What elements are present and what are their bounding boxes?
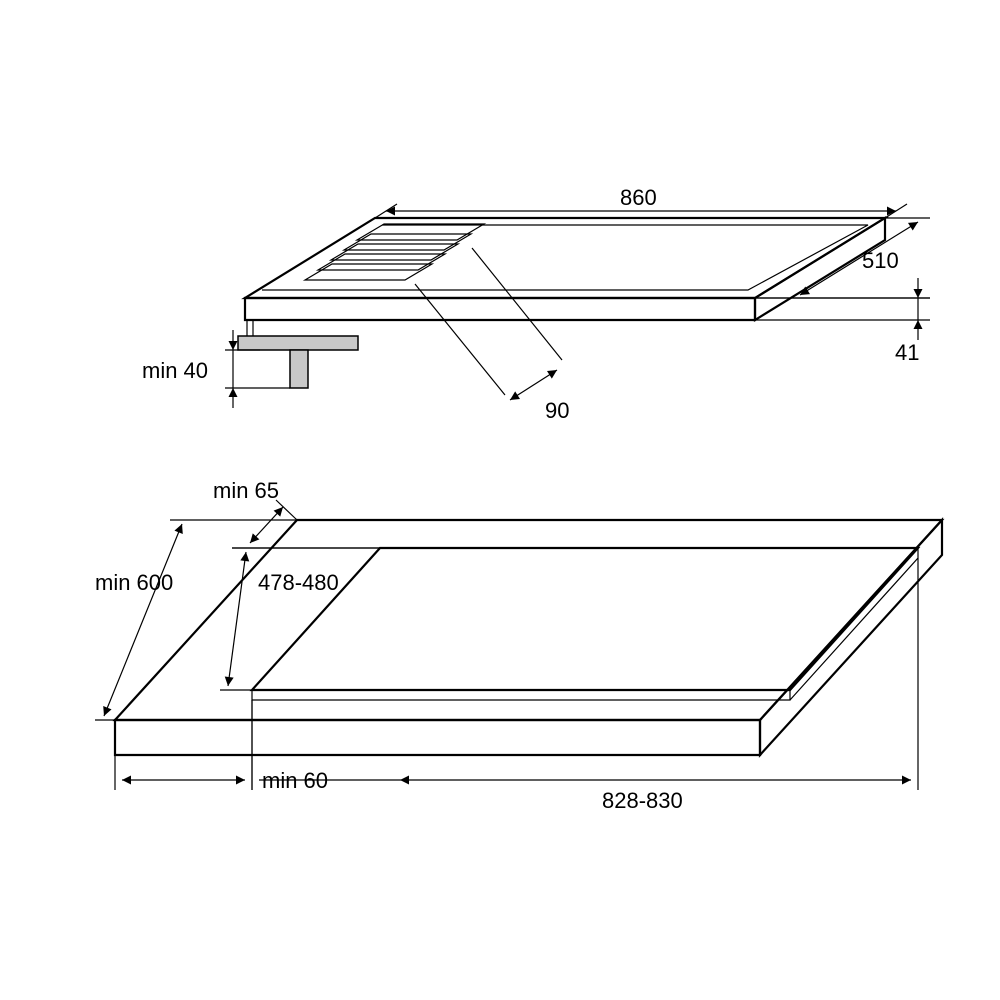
dim-min65: min 65 xyxy=(213,478,380,548)
lower-countertop-view: min 65 min 600 478-480 min 60 xyxy=(95,478,942,813)
label-min65: min 65 xyxy=(213,478,279,503)
upper-cooktop-view: 860 510 41 min 40 xyxy=(142,185,930,423)
dim-510: 510 xyxy=(755,218,930,298)
control-knobs xyxy=(305,224,484,280)
label-90: 90 xyxy=(545,398,569,423)
label-41: 41 xyxy=(895,340,919,365)
label-min600: min 600 xyxy=(95,570,173,595)
dim-90: 90 xyxy=(415,248,569,423)
dim-41: 41 xyxy=(755,278,930,365)
label-860: 860 xyxy=(620,185,657,210)
technical-drawing: 860 510 41 min 40 xyxy=(0,0,1000,1000)
label-min40: min 40 xyxy=(142,358,208,383)
label-510: 510 xyxy=(862,248,899,273)
dim-min60: min 60 xyxy=(115,700,328,793)
bracket-section xyxy=(238,320,358,388)
dim-860: 860 xyxy=(375,185,907,218)
dim-478-480: 478-480 xyxy=(220,548,380,690)
label-478-480: 478-480 xyxy=(258,570,339,595)
label-828-830: 828-830 xyxy=(602,788,683,813)
dim-828-830: 828-830 xyxy=(252,558,918,813)
